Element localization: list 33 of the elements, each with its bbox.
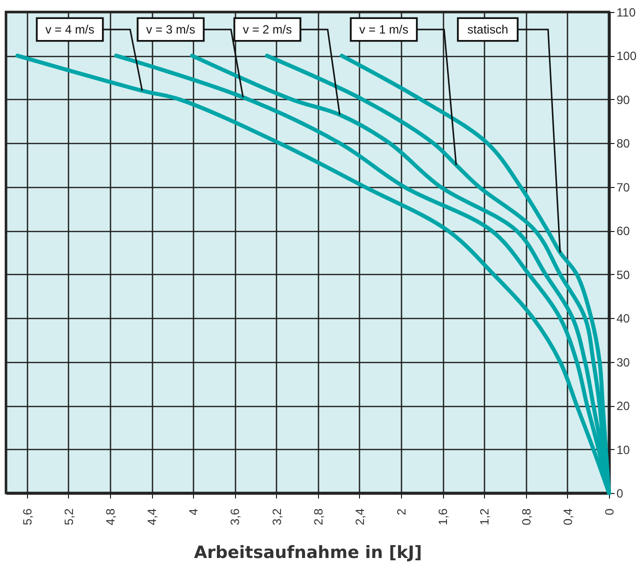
y-tick-label: 80 bbox=[616, 136, 630, 151]
x-tick-label: 0 bbox=[602, 508, 616, 516]
x-tick-label: 1,6 bbox=[436, 508, 450, 526]
y-tick-label: 90 bbox=[616, 92, 630, 107]
x-tick-label: 4,4 bbox=[145, 508, 160, 526]
annotation: v = 2 m/s bbox=[242, 22, 292, 37]
annotation: v = 4 m/s bbox=[45, 22, 94, 37]
x-tick-label: 0,8 bbox=[519, 508, 534, 526]
x-tick-label: 4,8 bbox=[103, 508, 118, 526]
x-tick-label: 2,8 bbox=[311, 508, 326, 526]
annotation: statisch bbox=[467, 22, 508, 37]
y-tick-label: 40 bbox=[616, 312, 630, 326]
y-tick-label: 50 bbox=[616, 268, 630, 282]
x-tick-label: 2,4 bbox=[352, 508, 367, 526]
y-tick-label: 70 bbox=[616, 180, 630, 194]
x-tick-label: 5,2 bbox=[62, 508, 76, 526]
y-tick-label: 30 bbox=[616, 355, 630, 370]
x-tick-label: 3,6 bbox=[228, 508, 242, 526]
y-tick-label: 100 bbox=[616, 49, 637, 64]
y-tick-label: 20 bbox=[616, 399, 630, 414]
x-axis-title: Arbeitsaufnahme in [kJ] bbox=[194, 543, 422, 564]
x-tick-label: 4 bbox=[186, 508, 201, 516]
annotation: v = 3 m/s bbox=[146, 22, 196, 37]
y-tick-label: 60 bbox=[616, 224, 630, 238]
y-tick-label: 10 bbox=[616, 442, 630, 457]
y-tick-label: 0 bbox=[616, 486, 624, 500]
x-tick-label: 0,4 bbox=[560, 508, 575, 526]
y-tick-label: 110 bbox=[616, 6, 636, 20]
x-tick-label: 3,2 bbox=[270, 508, 284, 526]
x-tick-label: 2 bbox=[394, 508, 409, 516]
annotation: v = 1 m/s bbox=[359, 22, 408, 37]
x-tick-label: 5,6 bbox=[20, 508, 34, 526]
x-tick-label: 1,2 bbox=[478, 508, 492, 526]
